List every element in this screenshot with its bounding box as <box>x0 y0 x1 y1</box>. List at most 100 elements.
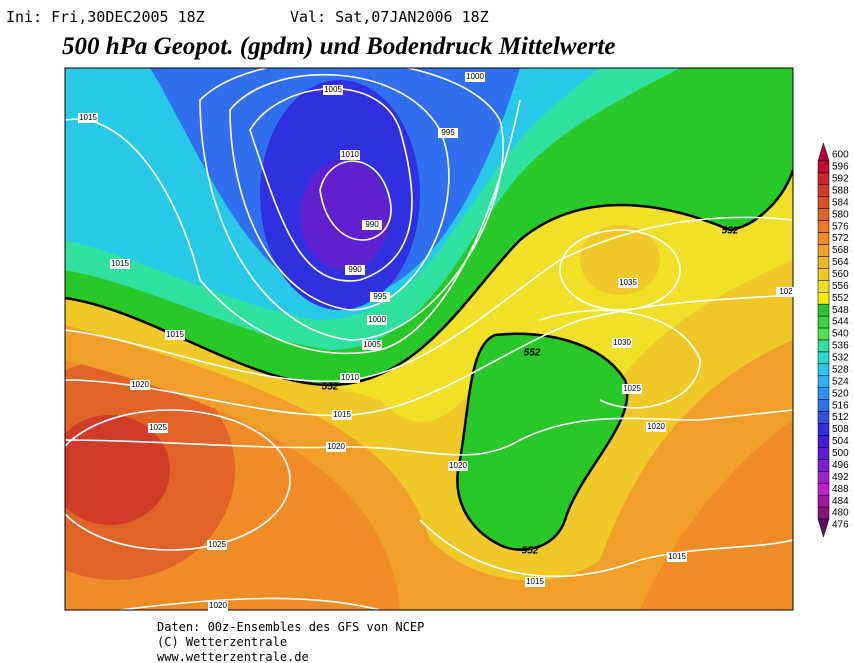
pressure-label: 1020 <box>449 461 467 470</box>
color-swatch <box>817 196 830 209</box>
color-label: 544 <box>832 317 849 328</box>
pressure-label: 1020 <box>131 380 149 389</box>
label-bg <box>332 410 352 420</box>
pressure-label: 1020 <box>209 601 227 610</box>
color-label: 596 <box>832 162 849 173</box>
label-bg <box>362 220 382 230</box>
label-bg <box>646 422 666 432</box>
color-label: 480 <box>832 508 849 519</box>
color-label: 564 <box>832 257 849 268</box>
color-swatch <box>817 292 830 305</box>
label-bg <box>362 340 382 350</box>
color-label: 588 <box>832 185 849 196</box>
label-bg <box>667 552 687 562</box>
color-swatch <box>817 435 830 448</box>
color-swatch <box>817 160 830 174</box>
pressure-label: 990 <box>348 265 362 274</box>
label-bg <box>78 113 98 123</box>
color-swatch <box>817 518 830 538</box>
color-label: 512 <box>832 412 849 423</box>
color-label: 552 <box>832 293 849 304</box>
label-bg <box>612 338 632 348</box>
color-swatch <box>817 447 830 460</box>
color-label: 516 <box>832 400 849 411</box>
color-swatch <box>817 494 830 508</box>
color-swatch <box>817 303 830 317</box>
label-bg <box>340 373 360 383</box>
label-bg <box>323 85 343 95</box>
title: 500 hPa Geopot. (gpdm) und Bodendruck Mi… <box>62 33 615 60</box>
color-label: 576 <box>832 221 849 232</box>
color-swatch <box>817 208 830 221</box>
pressure-label: 1025 <box>149 423 167 432</box>
color-swatch <box>817 387 830 400</box>
color-label: 496 <box>832 460 849 471</box>
label-bg <box>370 292 390 302</box>
footer-source: Daten: 00z-Ensembles des GFS von NCEP <box>157 620 424 634</box>
color-label: 500 <box>832 448 849 459</box>
color-swatch <box>817 459 830 472</box>
pressure-label: 1015 <box>166 330 184 339</box>
label-bg <box>465 72 485 82</box>
label-bg <box>340 150 360 160</box>
footer-copyright: (C) Wetterzentrale <box>157 635 287 649</box>
pressure-label: 1030 <box>613 338 631 347</box>
color-swatch <box>817 411 830 424</box>
footer-url: www.wetterzentrale.de <box>157 650 309 663</box>
color-label: 508 <box>832 424 849 435</box>
color-label: 568 <box>832 245 849 256</box>
color-swatch <box>817 482 830 496</box>
pressure-label: 1020 <box>647 422 665 431</box>
color-swatch <box>817 256 830 269</box>
pressure-label: 1015 <box>668 552 686 561</box>
color-label: 488 <box>832 484 849 495</box>
color-swatch <box>817 327 830 341</box>
color-label: 476 <box>832 520 849 531</box>
label-bg <box>326 442 346 452</box>
color-label: 580 <box>832 209 849 220</box>
geopotential-label: 552 <box>322 382 339 393</box>
geopotential-label: 552 <box>722 226 739 237</box>
pressure-label: 1015 <box>333 410 351 419</box>
color-swatch <box>817 363 830 377</box>
pressure-label: 1010 <box>341 150 359 159</box>
map: 1005 1000 1015 995 1010 990 1015 990 995 1000 1005… <box>64 67 796 611</box>
color-swatch <box>817 339 830 353</box>
label-bg <box>618 278 638 288</box>
color-swatch <box>817 423 830 436</box>
color-label: 560 <box>832 269 849 280</box>
pressure-label: 1015 <box>79 113 97 122</box>
label-bg <box>345 265 365 275</box>
color-swatch <box>817 315 830 329</box>
geopotential-label: 552 <box>522 546 539 557</box>
pressure-label: 1035 <box>619 278 637 287</box>
color-label: 484 <box>832 496 849 507</box>
color-swatch <box>817 220 830 233</box>
label-bg <box>367 315 387 325</box>
label-bg <box>525 577 545 587</box>
color-swatch <box>817 244 830 257</box>
color-swatch <box>817 351 830 365</box>
pressure-label: 995 <box>373 292 387 301</box>
pressure-label: 1010 <box>341 373 359 382</box>
pressure-label: 1025 <box>208 540 226 549</box>
pressure-label: 1000 <box>466 72 484 81</box>
label-bg <box>208 601 228 611</box>
color-swatch <box>817 399 830 412</box>
label-bg <box>438 128 458 138</box>
pressure-label: 1000 <box>368 315 386 324</box>
label-bg <box>165 330 185 340</box>
color-label: 520 <box>832 388 849 399</box>
color-bar: 6005965925885845805765725685645605565525… <box>817 142 849 538</box>
label-bg <box>207 540 227 550</box>
color-label: 584 <box>832 197 849 208</box>
color-label: 548 <box>832 305 849 316</box>
label-bg <box>776 287 796 297</box>
pressure-label: 995 <box>441 128 455 137</box>
label-bg <box>622 384 642 394</box>
color-label: 556 <box>832 281 849 292</box>
color-label: 492 <box>832 472 849 483</box>
pressure-label: 1025 <box>623 384 641 393</box>
color-swatch <box>817 375 830 388</box>
pressure-label: 1005 <box>324 85 342 94</box>
